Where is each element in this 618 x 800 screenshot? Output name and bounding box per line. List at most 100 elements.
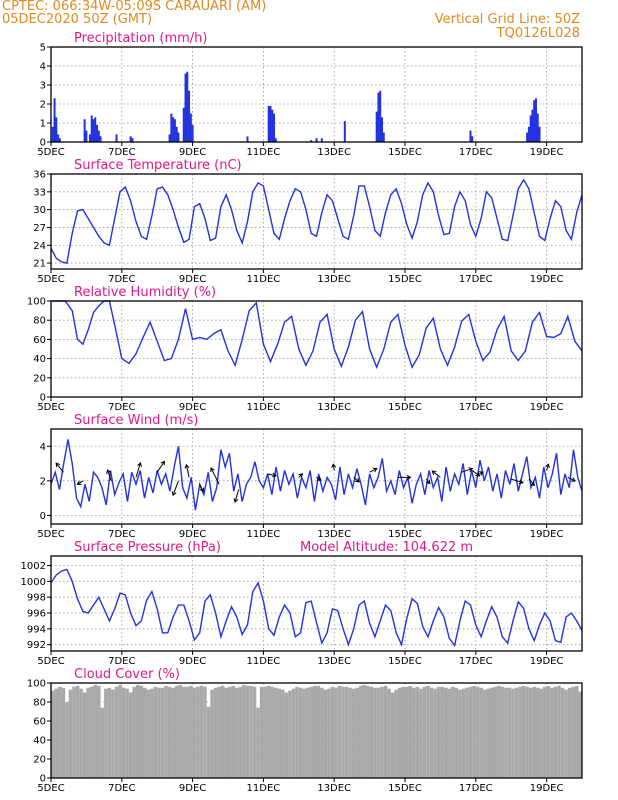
cloud-column xyxy=(433,688,437,778)
cloud-column xyxy=(189,685,193,778)
cloud-column xyxy=(458,689,462,778)
cloud-column xyxy=(461,688,466,778)
cloud-column xyxy=(408,685,413,778)
cloud-column xyxy=(104,688,108,778)
precip-bar xyxy=(51,126,54,142)
cloud-column xyxy=(426,685,430,778)
y-tick-label: 2 xyxy=(40,476,46,487)
cloud-column xyxy=(412,687,416,778)
y-tick-label: 33 xyxy=(33,187,46,198)
x-tick-label: 5DEC xyxy=(37,274,64,285)
cloud-column xyxy=(114,686,119,778)
cloud-column xyxy=(153,686,158,778)
cloud-column xyxy=(263,686,267,778)
cloud-column xyxy=(143,687,147,778)
precip-bar xyxy=(320,138,323,142)
y-tick-label: 40 xyxy=(33,736,46,747)
x-tick-label: 11DEC xyxy=(247,783,281,794)
x-tick-label: 17DEC xyxy=(459,656,493,667)
cloud-column xyxy=(330,686,335,778)
cloud-column xyxy=(415,686,420,778)
precip-bar xyxy=(83,119,86,142)
y-tick-label: 80 xyxy=(33,316,46,327)
cloud-column xyxy=(210,689,214,778)
wind-vector-head xyxy=(210,467,215,473)
cloud-column xyxy=(567,687,572,778)
wind-vector-head xyxy=(530,481,535,487)
x-tick-label: 15DEC xyxy=(388,656,422,667)
wind-vector-head xyxy=(518,479,524,485)
y-tick-label: 994 xyxy=(27,624,46,635)
wind-vector xyxy=(353,476,360,483)
cloud-column xyxy=(167,686,172,778)
precip-bar xyxy=(175,126,178,142)
wind-vector xyxy=(461,468,473,473)
wind-vector xyxy=(528,478,535,486)
cloud-column xyxy=(546,685,551,778)
x-tick-label: 13DEC xyxy=(317,656,351,667)
x-tick-label: 19DEC xyxy=(530,783,564,794)
cloud-column xyxy=(323,689,328,778)
cloud-column xyxy=(316,685,321,778)
x-tick-label: 9DEC xyxy=(179,783,206,794)
y-tick-label: 21 xyxy=(33,259,46,270)
panel-frame xyxy=(50,46,583,143)
cloud-column xyxy=(390,692,395,778)
cloud-column xyxy=(217,686,221,778)
wind-vector xyxy=(332,464,335,471)
cloud-column xyxy=(528,687,533,778)
x-tick-label: 5DEC xyxy=(37,402,64,413)
cloud-column xyxy=(79,688,83,778)
x-tick-label: 17DEC xyxy=(459,402,493,413)
precip-bar xyxy=(172,117,175,142)
cloud-column xyxy=(309,686,313,778)
x-tick-label: 13DEC xyxy=(317,274,351,285)
cloud-column xyxy=(369,686,374,778)
x-tick-label: 19DEC xyxy=(530,274,564,285)
cloud-column xyxy=(135,684,140,778)
cloud-column xyxy=(497,685,501,778)
cloud-column xyxy=(401,686,405,778)
precip-bar xyxy=(274,138,277,142)
cloud-column xyxy=(199,685,204,778)
cloud-column xyxy=(383,685,388,778)
cloud-column xyxy=(72,686,76,778)
precip-bar xyxy=(379,90,382,142)
y-tick-label: 4 xyxy=(40,442,46,453)
cloud-column xyxy=(539,688,544,778)
cloud-column xyxy=(121,687,126,778)
precip-bar xyxy=(269,105,272,142)
cloud-column xyxy=(89,686,94,778)
precip-bar xyxy=(382,132,385,142)
x-tick-label: 17DEC xyxy=(459,783,493,794)
cloud-column xyxy=(231,685,236,778)
x-tick-label: 15DEC xyxy=(388,274,422,285)
panel-frame xyxy=(50,555,583,652)
cloud-column xyxy=(139,685,144,778)
cloud-column xyxy=(327,688,331,778)
cloud-column xyxy=(468,686,473,778)
wind-vector-head xyxy=(137,462,142,467)
cloud-column xyxy=(93,684,98,778)
wind-vector-head xyxy=(355,477,360,483)
precip-bar xyxy=(471,136,474,142)
cloud-column xyxy=(380,686,384,778)
precip-bar xyxy=(168,134,171,142)
panel-title: Surface Pressure (hPa) xyxy=(74,540,221,555)
y-tick-label: 998 xyxy=(27,593,46,604)
cloud-column xyxy=(553,686,558,778)
series-line-4 xyxy=(50,568,583,648)
panel-frame xyxy=(50,173,583,270)
cloud-column xyxy=(376,687,381,778)
y-tick-label: 1000 xyxy=(21,577,46,588)
cloud-column xyxy=(337,685,342,778)
cloud-column xyxy=(472,685,476,778)
cloud-column xyxy=(242,684,246,778)
cloud-column xyxy=(82,692,87,778)
precip-bar xyxy=(343,121,346,142)
x-tick-label: 9DEC xyxy=(179,529,206,540)
cloud-column xyxy=(68,689,73,778)
cloud-column xyxy=(111,689,115,778)
precip-bar xyxy=(90,115,93,142)
